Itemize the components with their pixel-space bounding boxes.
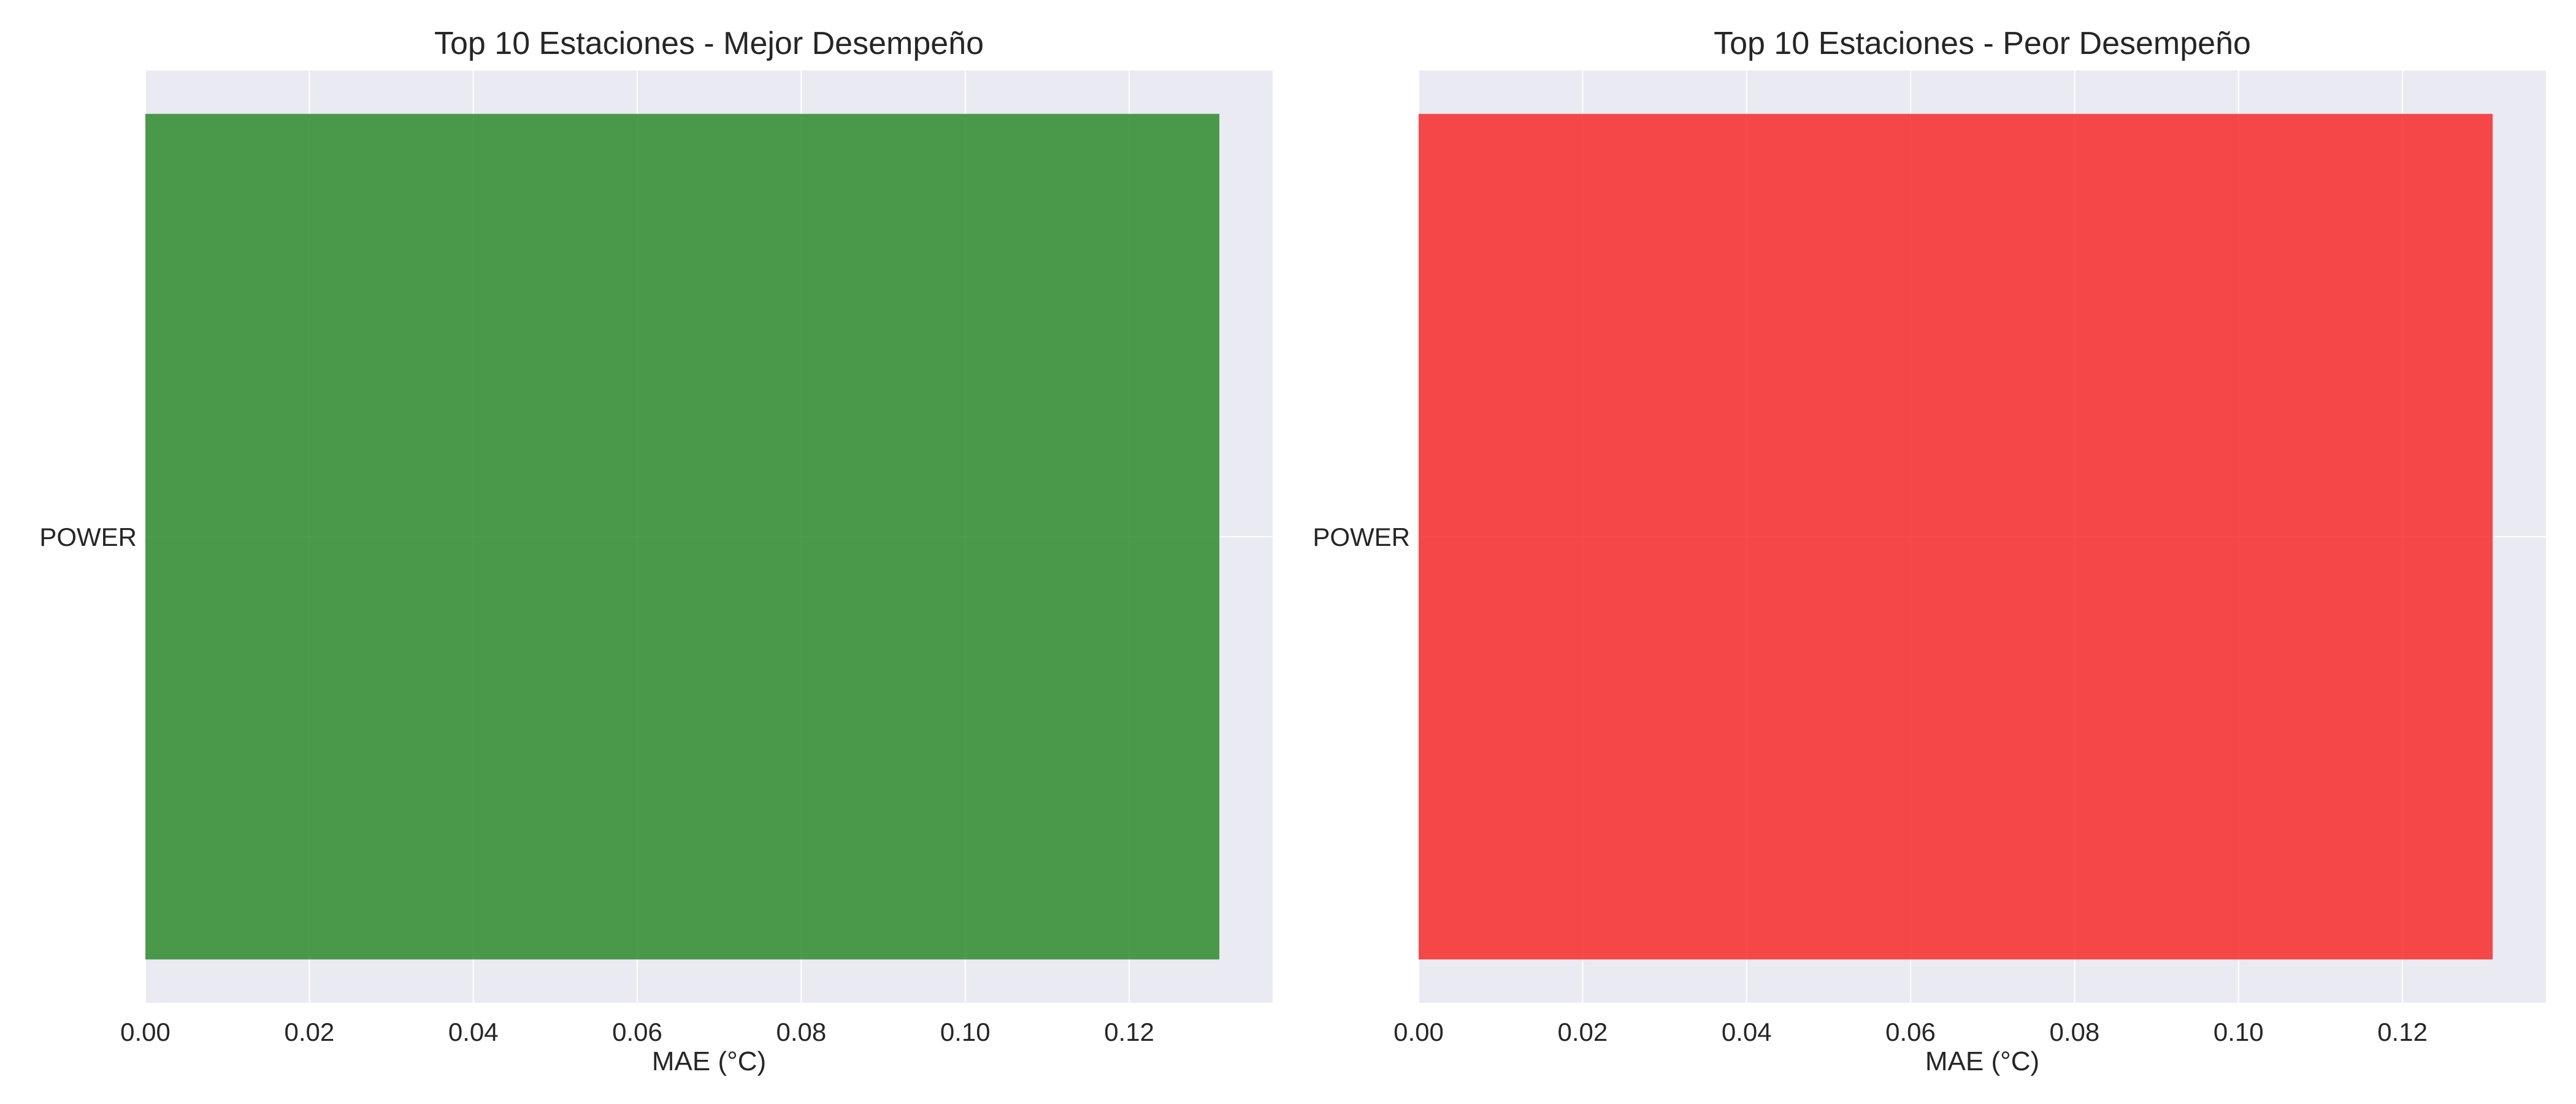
x-tick-label-best: 0.04 [448,1018,499,1046]
x-tick-label-worst: 0.00 [1393,1018,1444,1046]
x-tick-label-worst: 0.08 [2050,1018,2100,1046]
chart-title-worst: Top 10 Estaciones - Peor Desempeño [1714,26,2251,61]
bar-worst [1419,113,2493,960]
x-tick-label-worst: 0.02 [1557,1018,1608,1046]
x-tick-label-best: 0.12 [1104,1018,1154,1046]
category-label-best: POWER [39,523,137,551]
x-tick-label-best: 0.10 [940,1018,991,1046]
bar-best [145,113,1220,960]
categories-worst: POWER [1313,523,1410,551]
chart-title-best: Top 10 Estaciones - Mejor Desempeño [434,26,984,61]
ticks-best: 0.00 0.02 0.04 0.06 0.08 0.10 0.12 [120,1018,1154,1046]
x-tick-label-best: 0.00 [120,1018,171,1046]
x-axis-label-best: MAE (°C) [652,1046,766,1076]
category-label-worst: POWER [1313,523,1410,551]
bars-best [145,113,1220,960]
x-tick-label-best: 0.08 [776,1018,827,1046]
x-tick-label-best: 0.06 [612,1018,662,1046]
bars-worst [1419,113,2493,960]
categories-best: POWER [39,523,137,551]
chart-worst-performance: 0.00 0.02 0.04 0.06 0.08 0.10 0.12 POWER Top 1… [1313,26,2546,1076]
x-tick-label-worst: 0.04 [1722,1018,1772,1046]
x-tick-label-worst: 0.10 [2214,1018,2264,1046]
x-tick-label-worst: 0.12 [2377,1018,2428,1046]
chart-best-performance: 0.00 0.02 0.04 0.06 0.08 0.10 0.12 POWER Top 1… [39,26,1273,1076]
x-axis-label-worst: MAE (°C) [1925,1046,2039,1076]
x-tick-label-best: 0.02 [284,1018,334,1046]
x-tick-label-worst: 0.06 [1885,1018,1936,1046]
ticks-worst: 0.00 0.02 0.04 0.06 0.08 0.10 0.12 [1393,1018,2428,1046]
